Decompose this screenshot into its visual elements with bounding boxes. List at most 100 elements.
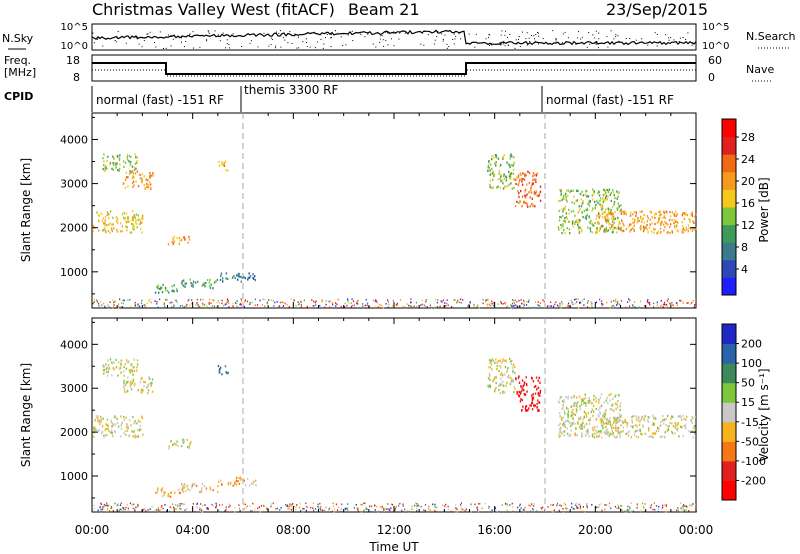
velocity-ground-point (179, 504, 181, 507)
power-ground-point (329, 305, 331, 308)
velocity-point (167, 493, 170, 496)
velocity-point (691, 415, 693, 419)
power-point (589, 230, 592, 233)
velocity-ytick-label: 3000 (60, 382, 88, 395)
power-point (227, 169, 229, 172)
power-point (131, 165, 134, 168)
velocity-ground-point (432, 503, 434, 506)
velocity-point (250, 482, 253, 485)
velocity-point (114, 431, 116, 434)
power-point (126, 176, 128, 179)
velocity-point (116, 417, 118, 420)
power-point (218, 164, 221, 167)
power-point (597, 215, 599, 218)
power-point (109, 161, 112, 165)
nsearch-point (92, 32, 94, 34)
power-point (604, 198, 606, 202)
time-tick-label: 12:00 (377, 523, 412, 537)
velocity-ground-point (118, 510, 120, 512)
power-ground-point (226, 298, 228, 300)
nsearch-point (377, 32, 379, 34)
power-ground-point (315, 304, 317, 306)
power-point (154, 291, 157, 294)
velocity-point (511, 359, 513, 362)
velocity-ground-point (344, 508, 346, 511)
velocity-point (526, 409, 528, 412)
power-ground-point (543, 300, 545, 303)
velocity-point (94, 426, 96, 429)
power-point (606, 198, 609, 201)
power-ground-point (682, 300, 684, 303)
power-point (620, 226, 623, 229)
velocity-ground-point (127, 509, 130, 511)
velocity-point (567, 410, 570, 413)
velocity-point (178, 491, 181, 495)
nsearch-point (580, 38, 582, 40)
power-point (521, 195, 524, 198)
power-point (659, 231, 661, 234)
velocity-point (581, 423, 583, 426)
power-point (612, 189, 614, 192)
velocity-ground-point (324, 510, 326, 513)
velocity-ground-point (117, 504, 119, 507)
nsearch-point (578, 31, 580, 33)
velocity-point (246, 477, 249, 480)
velocity-ground-point (319, 502, 321, 505)
power-ground-point (647, 301, 649, 304)
velocity-ground-point (285, 503, 287, 506)
power-point (535, 190, 537, 193)
velocity-point (682, 414, 684, 417)
velocity-point (564, 425, 566, 428)
power-point (157, 284, 160, 287)
power-ground-point (164, 305, 166, 308)
velocity-point (490, 363, 493, 366)
power-ground-point (357, 299, 359, 302)
velocity-ground-point (562, 507, 564, 510)
power-point (201, 283, 204, 286)
velocity-ground-point (511, 502, 513, 505)
velocity-ground-point (306, 506, 309, 508)
velocity-ground-point (300, 509, 302, 512)
power-point (160, 286, 162, 289)
power-point (510, 182, 512, 185)
nsearch-point (393, 31, 395, 33)
power-point (604, 229, 607, 232)
velocity-point (591, 402, 593, 405)
power-point (658, 220, 660, 224)
nsearch-point (610, 30, 612, 32)
power-ground-point (425, 300, 427, 303)
power-ground-point (268, 299, 270, 301)
velocity-point (168, 495, 170, 498)
velocity-ground-point (169, 506, 171, 508)
velocity-point (610, 432, 612, 435)
nsearch-point (437, 30, 439, 32)
velocity-point (607, 402, 609, 405)
power-point (118, 157, 121, 160)
nsearch-point (395, 32, 397, 34)
velocity-point (518, 394, 520, 397)
velocity-point (648, 435, 650, 439)
power-ground-point (112, 299, 114, 302)
velocity-point (230, 481, 232, 485)
power-ground-point (251, 301, 253, 304)
power-point (252, 276, 254, 279)
power-ground-point (457, 299, 459, 302)
beam-title: Beam 21 (348, 0, 420, 19)
power-point (132, 219, 134, 222)
velocity-ground-point (317, 506, 320, 509)
power-point (132, 223, 134, 226)
velocity-point (536, 406, 538, 409)
velocity-ground-point (213, 505, 215, 507)
velocity-point (107, 359, 109, 362)
power-ground-point (208, 303, 210, 305)
velocity-point (603, 412, 605, 415)
nsearch-point (136, 38, 138, 40)
velocity-point (502, 391, 504, 394)
velocity-point (97, 429, 100, 432)
time-axis-label: Time UT (368, 540, 419, 554)
velocity-point (582, 421, 584, 424)
velocity-ground-point (143, 508, 145, 511)
velocity-ground-point (310, 506, 312, 509)
velocity-point (489, 358, 491, 362)
